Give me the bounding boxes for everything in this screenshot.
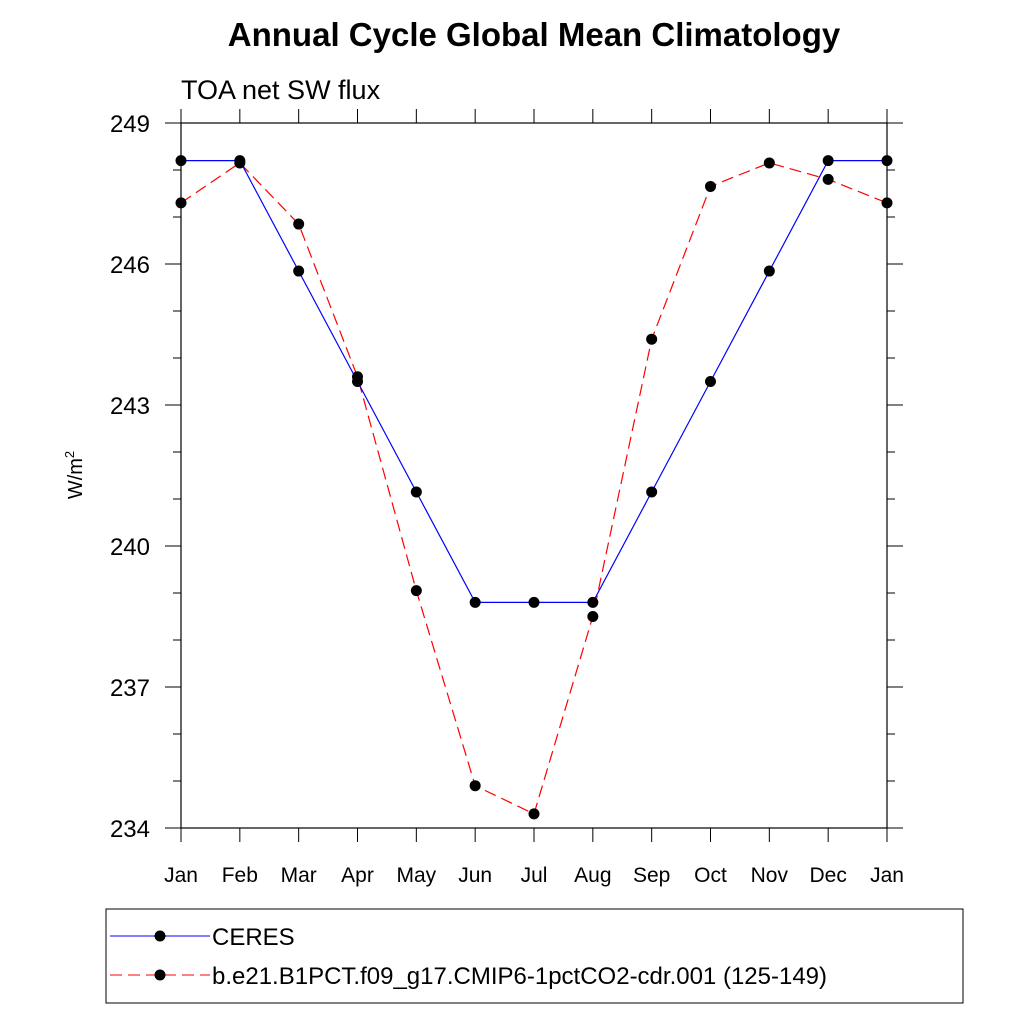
data-point-model [822,173,834,185]
data-point-model [469,780,481,792]
data-point-ceres [293,265,305,277]
x-tick-label: Jan [164,864,198,887]
data-point-model [705,180,716,192]
y-axis-label: W/m2 [62,451,87,499]
y-tick-label: 234 [110,816,150,843]
x-tick-label: Dec [809,864,846,887]
data-point-model [293,218,305,230]
data-point-ceres [234,155,246,167]
data-point-model [646,333,658,345]
data-point-ceres [352,376,363,387]
data-point-model [587,611,599,622]
legend-label-model: b.e21.B1PCT.f09_g17.CMIP6-1pctCO2-cdr.00… [212,963,827,990]
data-point-ceres [646,486,658,498]
x-tick-labels: Jan Feb Mar Apr May Jun Jul Aug Sep Oct Nov Dec Jan [164,864,904,887]
data-point-ceres [587,596,599,608]
x-tick-label: Jan [870,864,904,887]
x-tick-label: Oct [694,864,727,887]
data-point-ceres [705,376,716,387]
data-point-ceres [881,155,893,167]
legend-label-ceres: CERES [212,924,295,951]
data-point-ceres [175,155,187,167]
y-tick-label: 249 [110,111,150,138]
x-tick-label: Mar [281,864,317,887]
x-tick-label: Nov [751,864,789,887]
data-point-model [881,197,893,209]
series-layer [175,155,893,820]
x-tick-label: Apr [341,864,374,887]
data-point-ceres [528,596,540,608]
legend-marker-ceres [154,930,166,942]
y-tick-label: 246 [110,252,150,279]
legend-marker-model [154,969,166,981]
series-line-model [180,162,888,815]
y-axis-label-text: W/m [65,458,87,499]
data-point-model [528,808,540,820]
axis-ticks [165,109,903,842]
y-tick-labels: 234 237 240 243 246 249 [110,111,150,843]
x-tick-label: Aug [574,864,611,887]
legend: CERES b.e21.B1PCT.f09_g17.CMIP6-1pctCO2-… [105,908,964,1004]
data-point-model [763,157,775,169]
data-point-model [410,585,422,597]
chart-subtitle: TOA net SW flux [181,75,381,105]
x-tick-label: May [396,864,436,887]
series-line-ceres [181,160,887,604]
y-tick-label: 243 [110,393,150,420]
x-tick-label: Sep [633,864,670,887]
data-point-ceres [763,265,775,277]
data-point-ceres [469,596,481,608]
x-tick-label: Jul [521,864,548,887]
y-tick-label: 237 [110,675,150,702]
legend-box [105,908,964,1004]
data-point-ceres [822,155,834,167]
chart-title: Annual Cycle Global Mean Climatology [228,16,841,53]
x-tick-label: Jun [458,864,492,887]
svg-text:W/m2: W/m2 [62,451,87,499]
data-point-model [175,197,187,209]
data-point-ceres [410,486,422,498]
y-axis-label-superscript: 2 [62,451,77,458]
plot-frame [180,122,888,829]
x-tick-label: Feb [222,864,258,887]
y-tick-label: 240 [110,534,150,561]
